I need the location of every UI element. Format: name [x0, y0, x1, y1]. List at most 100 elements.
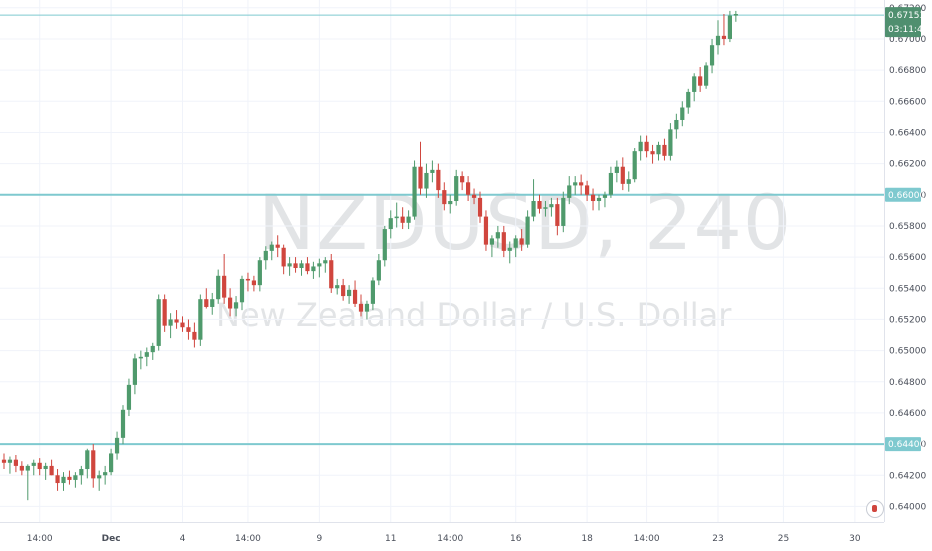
candle-body — [37, 462, 42, 470]
candle-body — [269, 244, 274, 251]
candle-body — [454, 176, 459, 202]
candle-body — [358, 303, 364, 312]
candle-body — [67, 476, 72, 480]
alert-badge-icon[interactable] — [866, 500, 884, 518]
candle — [103, 465, 108, 485]
candle — [549, 197, 554, 217]
candle-body — [543, 207, 548, 209]
time-tick-label: 14:00 — [437, 534, 463, 544]
time-tick-label: 4 — [180, 534, 186, 544]
time-axis-labels: 14:00 Dec 4 14:00 9 11 14:00 16 18 14:00 23 25 30 — [27, 534, 861, 544]
candle-body — [418, 166, 423, 189]
price-tick-label: 0.64600 — [889, 409, 926, 419]
price-tick-label: 0.64200 — [889, 471, 926, 481]
candle — [85, 448, 90, 479]
candle — [668, 123, 673, 161]
last-price-value: 0.67153 — [888, 11, 925, 21]
candle-body — [531, 201, 536, 217]
candle-body — [525, 216, 530, 245]
candle-body — [49, 465, 54, 476]
candle — [412, 160, 417, 220]
candle-body — [25, 465, 30, 471]
candle-body — [228, 297, 233, 309]
candle-body — [79, 469, 84, 476]
candle-body — [239, 278, 245, 303]
candle-body — [483, 216, 489, 245]
candle-body — [442, 190, 447, 205]
candle-body — [662, 144, 667, 156]
level-price-tag: 0.64400 — [885, 437, 925, 452]
candle — [519, 229, 524, 251]
candle — [436, 163, 441, 198]
candle-body — [477, 197, 483, 217]
candle-body — [686, 91, 691, 108]
candle-body — [210, 299, 215, 307]
candle — [650, 144, 655, 164]
candle — [531, 179, 536, 222]
candle — [263, 246, 268, 270]
candle — [341, 278, 346, 301]
candle — [394, 202, 399, 228]
candle — [680, 101, 685, 127]
candle — [126, 378, 132, 417]
candle — [13, 454, 18, 473]
candle — [555, 197, 560, 236]
candle-body — [43, 465, 48, 470]
candle-body — [138, 356, 143, 359]
candle-body — [186, 327, 191, 332]
candle-body — [394, 216, 399, 219]
candle — [418, 141, 423, 195]
candle-body — [507, 247, 512, 251]
time-axis[interactable] — [0, 522, 884, 551]
candle — [150, 342, 155, 360]
price-tick-label: 0.65000 — [889, 347, 926, 357]
candle — [721, 14, 727, 46]
candle-body — [382, 229, 387, 261]
candle-body — [448, 201, 453, 205]
candle — [180, 316, 185, 332]
candle — [317, 258, 322, 278]
candle — [561, 191, 566, 233]
candle-body — [715, 35, 721, 46]
candle — [275, 235, 280, 258]
candle-body — [263, 250, 268, 261]
candle — [91, 444, 96, 488]
candle-body — [120, 409, 126, 438]
price-tick-label: 0.67000 — [889, 35, 926, 45]
candle-body — [222, 275, 227, 298]
level-price-tag-text: 0.64400 — [888, 440, 925, 450]
candle — [596, 194, 602, 211]
candle — [513, 235, 518, 258]
candle — [329, 253, 334, 293]
price-tick-label: 0.64800 — [889, 378, 926, 388]
candle-body — [513, 238, 518, 248]
candle-body — [91, 450, 96, 479]
candle — [210, 292, 215, 315]
candle-body — [144, 352, 149, 357]
candle-body — [704, 65, 709, 86]
candle — [632, 148, 637, 183]
candle — [471, 188, 477, 205]
candle-body — [293, 263, 298, 269]
candle-body — [406, 216, 411, 223]
candle — [305, 257, 310, 275]
candle-body — [335, 285, 340, 289]
candle-body — [287, 263, 292, 267]
candle — [585, 180, 590, 202]
last-price-tag: 0.67153 03:11:46 — [885, 7, 929, 38]
candle-body — [489, 238, 494, 245]
candle — [358, 294, 364, 317]
candle-body — [436, 169, 441, 191]
time-tick-label: 11 — [385, 534, 396, 544]
candle-body — [275, 244, 280, 248]
candle-body — [370, 280, 375, 304]
candle-body — [192, 331, 197, 340]
candle-body — [466, 182, 471, 195]
candle — [1, 453, 7, 470]
candle — [251, 275, 256, 292]
candle-body — [245, 278, 251, 281]
price-axis[interactable] — [884, 0, 932, 522]
price-tick-label: 0.66400 — [889, 128, 926, 138]
